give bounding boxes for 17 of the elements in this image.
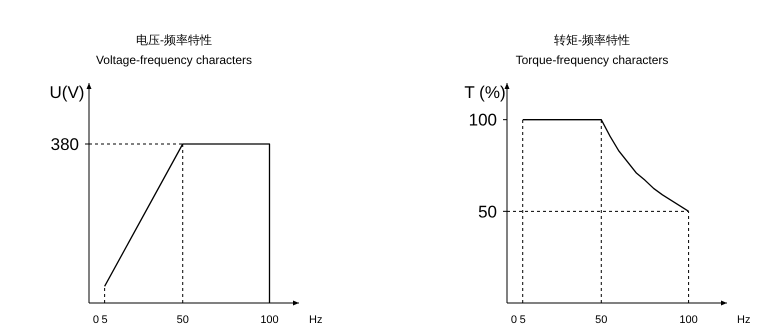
chart-subtitle: Voltage-frequency characters [96,53,252,67]
x-axis-title: Hz [309,314,322,326]
x-tick-label: 50 [176,314,189,326]
chart-title: 电压-频率特性 [136,33,212,47]
annotation: 380 [50,135,79,154]
x-axis-title: Hz [737,314,750,326]
x-tick-label: 5 [102,314,108,326]
x-tick-label: 100 [679,314,698,326]
x-tick-label: 50 [595,314,608,326]
x-tick-label: 100 [260,314,279,326]
chart-subtitle: Torque-frequency characters [516,53,668,67]
chart-title: 转矩-频率特性 [554,33,630,47]
x-tick-label: 5 [520,314,526,326]
y-axis-title: T (%) [464,83,506,102]
y-axis-title: U(V) [50,83,84,102]
x-tick-label: 0 [510,314,518,326]
x-tick-label: 0 [92,314,100,326]
